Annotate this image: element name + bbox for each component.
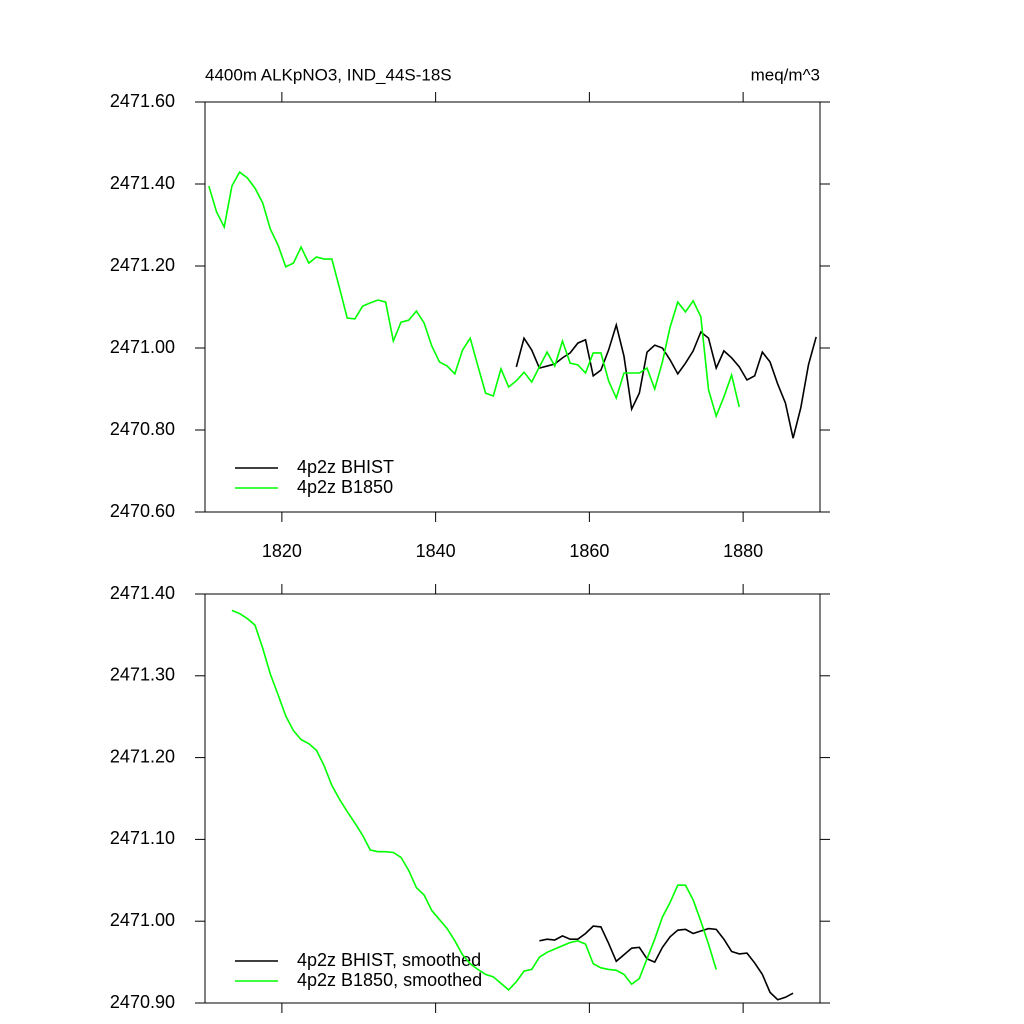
plot-frame bbox=[204, 593, 821, 1004]
y-tick-label: 2471.40 bbox=[110, 583, 175, 603]
y-tick-label: 2471.30 bbox=[110, 665, 175, 685]
y-tick-label: 2470.90 bbox=[110, 992, 175, 1012]
y-tick-label: 2471.60 bbox=[110, 91, 175, 111]
legend-label: 4p2z B1850 bbox=[297, 477, 393, 497]
y-tick-label: 2471.20 bbox=[110, 746, 175, 766]
data-line bbox=[231, 609, 717, 992]
y-tick-label: 2470.80 bbox=[110, 419, 175, 439]
y-tick-label: 2471.00 bbox=[110, 910, 175, 930]
data-line bbox=[208, 170, 741, 419]
plot-frame bbox=[204, 101, 821, 513]
legend-label: 4p2z BHIST, smoothed bbox=[297, 950, 481, 970]
x-tick-label: 1880 bbox=[723, 541, 763, 561]
units-label: meq/m^3 bbox=[751, 65, 820, 84]
chart-title: 4400m ALKpNO3, IND_44S-18S bbox=[205, 65, 452, 84]
y-tick-label: 2471.40 bbox=[110, 173, 175, 193]
legend-label: 4p2z B1850, smoothed bbox=[297, 970, 482, 990]
y-tick-label: 2471.00 bbox=[110, 337, 175, 357]
y-tick-label: 2471.10 bbox=[110, 828, 175, 848]
data-line bbox=[539, 925, 794, 1001]
y-tick-label: 2471.20 bbox=[110, 255, 175, 275]
x-tick-label: 1840 bbox=[416, 541, 456, 561]
data-line bbox=[515, 322, 817, 439]
x-tick-label: 1860 bbox=[569, 541, 609, 561]
x-tick-label: 1820 bbox=[262, 541, 302, 561]
y-tick-label: 2470.60 bbox=[110, 501, 175, 521]
legend-label: 4p2z BHIST bbox=[297, 457, 394, 477]
